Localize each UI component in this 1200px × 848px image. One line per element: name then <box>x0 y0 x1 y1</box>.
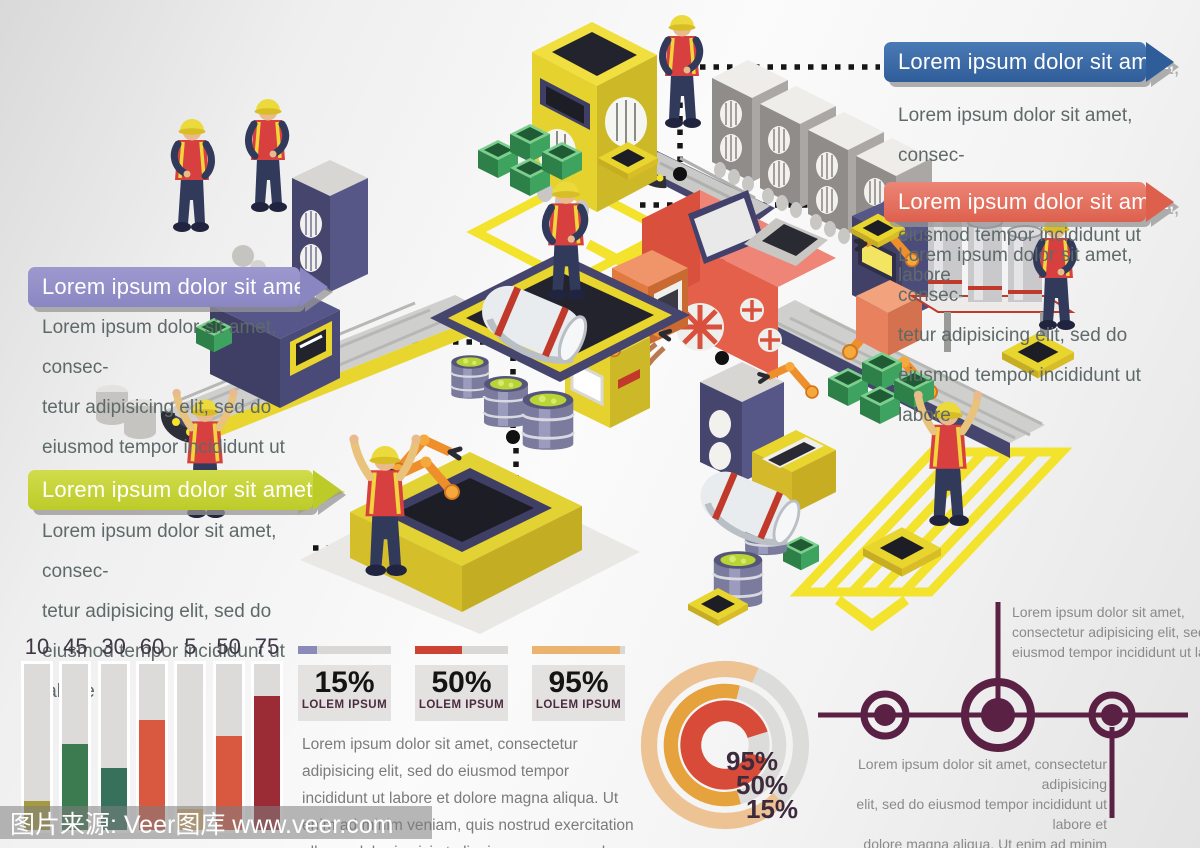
callout-green-title: Lorem ipsum dolor sit amet, <box>28 470 341 510</box>
stat-progress-2 <box>415 646 508 654</box>
bar-column: 60 <box>135 634 168 833</box>
bar-column: 50 <box>212 634 245 833</box>
machine-red <box>609 190 836 399</box>
stat-box-1: 15% LOLEM IPSUM <box>298 646 391 721</box>
stat-label-1: LOLEM IPSUM <box>301 699 388 711</box>
machine-yellow-tower <box>532 22 657 220</box>
stat-box-2: 50% LOLEM IPSUM <box>415 646 508 721</box>
timeline-bottom-text: Lorem ipsum dolor sit amet, consectetur … <box>856 756 1107 848</box>
stat-value-1: 15% <box>314 666 375 699</box>
factory-illustration <box>96 0 1200 634</box>
donut-label-1: 95% <box>726 746 779 776</box>
donut-label-2: 50% <box>736 770 789 800</box>
callout-blue-title: Lorem ipsum dolor sit amet, <box>884 42 1175 82</box>
bar-chart: 10 45 30 60 5 50 75 <box>21 634 283 833</box>
timeline-top-text: Lorem ipsum dolor sit amet, consectetur … <box>1012 604 1200 660</box>
stat-label-2: LOLEM IPSUM <box>418 699 505 711</box>
stat-box-3: 95% LOLEM IPSUM <box>532 646 625 721</box>
stat-label-3: LOLEM IPSUM <box>535 699 622 711</box>
bar-column: 45 <box>59 634 92 833</box>
stat-progress-3 <box>532 646 625 654</box>
bar-column: 10 <box>21 634 53 833</box>
donut-chart <box>630 650 820 840</box>
callout-purple-title: Lorem ipsum dolor sit amet, <box>28 267 328 307</box>
connector-dots <box>506 167 729 444</box>
timeline-node-left <box>874 704 896 726</box>
stat-value-2: 50% <box>431 666 492 699</box>
callout-green-body: Lorem ipsum dolor sit amet, consec- tetu… <box>42 521 285 702</box>
timeline-node-right <box>1101 704 1123 726</box>
stat-progress-1 <box>298 646 391 654</box>
bar-column: 30 <box>97 634 130 833</box>
timeline-diagram <box>818 602 1188 818</box>
callout-red-title: Lorem ipsum dolor sit amet, <box>884 182 1175 222</box>
callout-red-body: Lorem ipsum dolor sit amet, consec- tetu… <box>898 245 1141 426</box>
stat-value-3: 95% <box>548 666 609 699</box>
timeline-node-center <box>981 698 1015 732</box>
donut-label-3: 15% <box>746 794 799 824</box>
bar-column: 5 <box>174 634 207 833</box>
donut-labels: 95% 50% 15% <box>726 746 836 824</box>
bar-column: 75 <box>250 634 283 833</box>
watermark: 图片来源: Veer图库 www.veer.com <box>0 806 432 839</box>
machine-hopper <box>300 435 640 634</box>
